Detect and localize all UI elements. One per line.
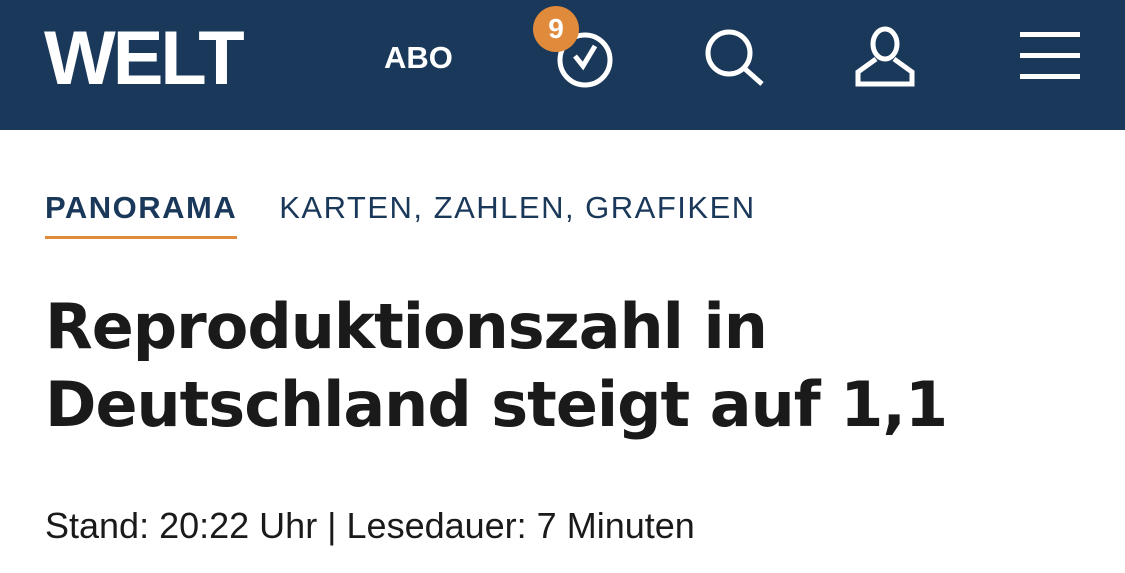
article-kicker: PANORAMA KARTEN, ZAHLEN, GRAFIKEN — [45, 190, 756, 239]
search-icon[interactable] — [702, 26, 768, 88]
section-link[interactable]: PANORAMA — [45, 190, 238, 239]
menu-icon[interactable] — [1020, 30, 1082, 82]
notification-badge: 9 — [533, 6, 579, 52]
clock-check-icon[interactable] — [553, 26, 617, 90]
subsection-link[interactable]: KARTEN, ZAHLEN, GRAFIKEN — [279, 190, 756, 225]
top-navigation-bar: WELT ABO 9 — [0, 0, 1125, 130]
article-title: Reproduktionszahl in Deutschland steigt … — [45, 290, 948, 441]
user-icon[interactable] — [852, 26, 918, 88]
welt-logo[interactable]: WELT — [44, 16, 245, 101]
abo-link[interactable]: ABO — [384, 40, 453, 75]
article-meta: Stand: 20:22 Uhr | Lesedauer: 7 Minuten — [45, 505, 695, 546]
